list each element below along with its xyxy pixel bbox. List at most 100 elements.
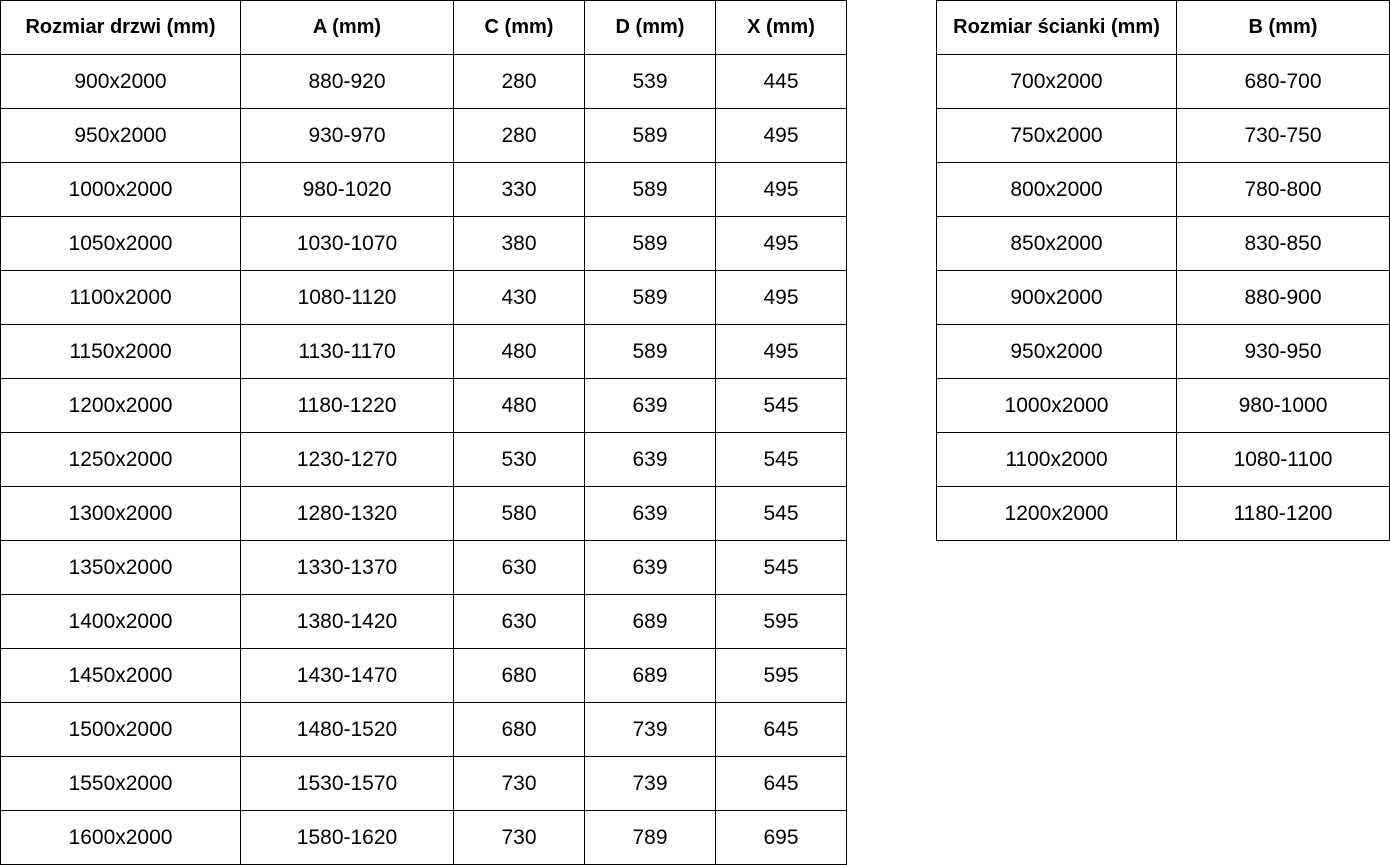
table-cell: 645	[715, 702, 847, 757]
table-cell: 1230-1270	[240, 432, 454, 487]
table-cell: 589	[584, 216, 716, 271]
table-cell: 330	[453, 162, 585, 217]
table-cell: 695	[715, 810, 847, 865]
table-cell: 589	[584, 162, 716, 217]
door-sizes-table: Rozmiar drzwi (mm) A (mm) C (mm) D (mm) X (m…	[0, 0, 847, 865]
table-cell: 630	[453, 594, 585, 649]
table-cell: 1500x2000	[0, 702, 241, 757]
table-cell: 645	[715, 756, 847, 811]
table-cell: 950x2000	[0, 108, 241, 163]
table-cell: 630	[453, 540, 585, 595]
table-cell: 1200x2000	[0, 378, 241, 433]
table-row: 1200x2000 1180-1220 480 639 545	[0, 378, 847, 433]
table-cell: 730-750	[1176, 108, 1390, 163]
table-row: 1500x2000 1480-1520 680 739 645	[0, 702, 847, 757]
table-cell: 689	[584, 594, 716, 649]
table-cell: 639	[584, 486, 716, 541]
table-cell: 1080-1100	[1176, 432, 1390, 487]
wall-sizes-table: Rozmiar ścianki (mm) B (mm) 700x2000 680-7…	[936, 0, 1390, 541]
table-cell: 589	[584, 270, 716, 325]
table-row: 900x2000 880-900	[936, 270, 1390, 325]
table-cell: 1550x2000	[0, 756, 241, 811]
table-cell: 930-950	[1176, 324, 1390, 379]
table-cell: 1130-1170	[240, 324, 454, 379]
table-cell: 700x2000	[936, 54, 1177, 109]
table-cell: 1400x2000	[0, 594, 241, 649]
table-row: 1000x2000 980-1020 330 589 495	[0, 162, 847, 217]
table-cell: 445	[715, 54, 847, 109]
table-cell: 880-900	[1176, 270, 1390, 325]
table-cell: 1050x2000	[0, 216, 241, 271]
table-cell: 800x2000	[936, 162, 1177, 217]
table-cell: 1080-1120	[240, 270, 454, 325]
table-cell: 680	[453, 648, 585, 703]
table-cell: 480	[453, 378, 585, 433]
table-cell: 1180-1220	[240, 378, 454, 433]
table-cell: 780-800	[1176, 162, 1390, 217]
table-cell: 730	[453, 810, 585, 865]
table-cell: 1350x2000	[0, 540, 241, 595]
table-cell: 1200x2000	[936, 486, 1177, 541]
table-cell: 530	[453, 432, 585, 487]
column-header: B (mm)	[1176, 0, 1390, 55]
table-cell: 980-1020	[240, 162, 454, 217]
table-row: 1550x2000 1530-1570 730 739 645	[0, 756, 847, 811]
table-cell: 930-970	[240, 108, 454, 163]
column-header: A (mm)	[240, 0, 454, 55]
table-row: 1100x2000 1080-1120 430 589 495	[0, 270, 847, 325]
table-cell: 680-700	[1176, 54, 1390, 109]
table-cell: 850x2000	[936, 216, 1177, 271]
table-row: 1050x2000 1030-1070 380 589 495	[0, 216, 847, 271]
header-row: Rozmiar drzwi (mm) A (mm) C (mm) D (mm) X (m…	[0, 0, 847, 55]
table-cell: 545	[715, 540, 847, 595]
table-row: 1450x2000 1430-1470 680 689 595	[0, 648, 847, 703]
table-cell: 1180-1200	[1176, 486, 1390, 541]
table-cell: 1580-1620	[240, 810, 454, 865]
column-header: C (mm)	[453, 0, 585, 55]
table-cell: 595	[715, 594, 847, 649]
table-cell: 1480-1520	[240, 702, 454, 757]
table-cell: 739	[584, 756, 716, 811]
table-cell: 900x2000	[936, 270, 1177, 325]
table-cell: 680	[453, 702, 585, 757]
table-cell: 280	[453, 54, 585, 109]
table-row: 950x2000 930-950	[936, 324, 1390, 379]
table-cell: 495	[715, 108, 847, 163]
table-cell: 380	[453, 216, 585, 271]
header-row: Rozmiar ścianki (mm) B (mm)	[936, 0, 1390, 55]
table-row: 900x2000 880-920 280 539 445	[0, 54, 847, 109]
table-cell: 280	[453, 108, 585, 163]
table-cell: 1600x2000	[0, 810, 241, 865]
table-row: 1600x2000 1580-1620 730 789 695	[0, 810, 847, 865]
table-row: 1400x2000 1380-1420 630 689 595	[0, 594, 847, 649]
table-cell: 595	[715, 648, 847, 703]
table-cell: 1330-1370	[240, 540, 454, 595]
table-header: Rozmiar drzwi (mm) A (mm) C (mm) D (mm) X (m…	[0, 0, 847, 55]
table-cell: 830-850	[1176, 216, 1390, 271]
table-cell: 495	[715, 270, 847, 325]
table-row: 800x2000 780-800	[936, 162, 1390, 217]
table-cell: 1030-1070	[240, 216, 454, 271]
table-cell: 980-1000	[1176, 378, 1390, 433]
table-row: 1100x2000 1080-1100	[936, 432, 1390, 487]
table-cell: 580	[453, 486, 585, 541]
table-cell: 689	[584, 648, 716, 703]
column-header: Rozmiar ścianki (mm)	[936, 0, 1177, 55]
table-row: 1250x2000 1230-1270 530 639 545	[0, 432, 847, 487]
table-cell: 1530-1570	[240, 756, 454, 811]
table-cell: 789	[584, 810, 716, 865]
table-row: 750x2000 730-750	[936, 108, 1390, 163]
table-row: 700x2000 680-700	[936, 54, 1390, 109]
column-header: X (mm)	[715, 0, 847, 55]
table-cell: 495	[715, 162, 847, 217]
table-cell: 1000x2000	[936, 378, 1177, 433]
table-cell: 1430-1470	[240, 648, 454, 703]
table-cell: 1380-1420	[240, 594, 454, 649]
table-cell: 739	[584, 702, 716, 757]
table-row: 1200x2000 1180-1200	[936, 486, 1390, 541]
table-cell: 545	[715, 432, 847, 487]
table-cell: 1280-1320	[240, 486, 454, 541]
table-row: 1000x2000 980-1000	[936, 378, 1390, 433]
table-cell: 1100x2000	[936, 432, 1177, 487]
table-cell: 639	[584, 432, 716, 487]
